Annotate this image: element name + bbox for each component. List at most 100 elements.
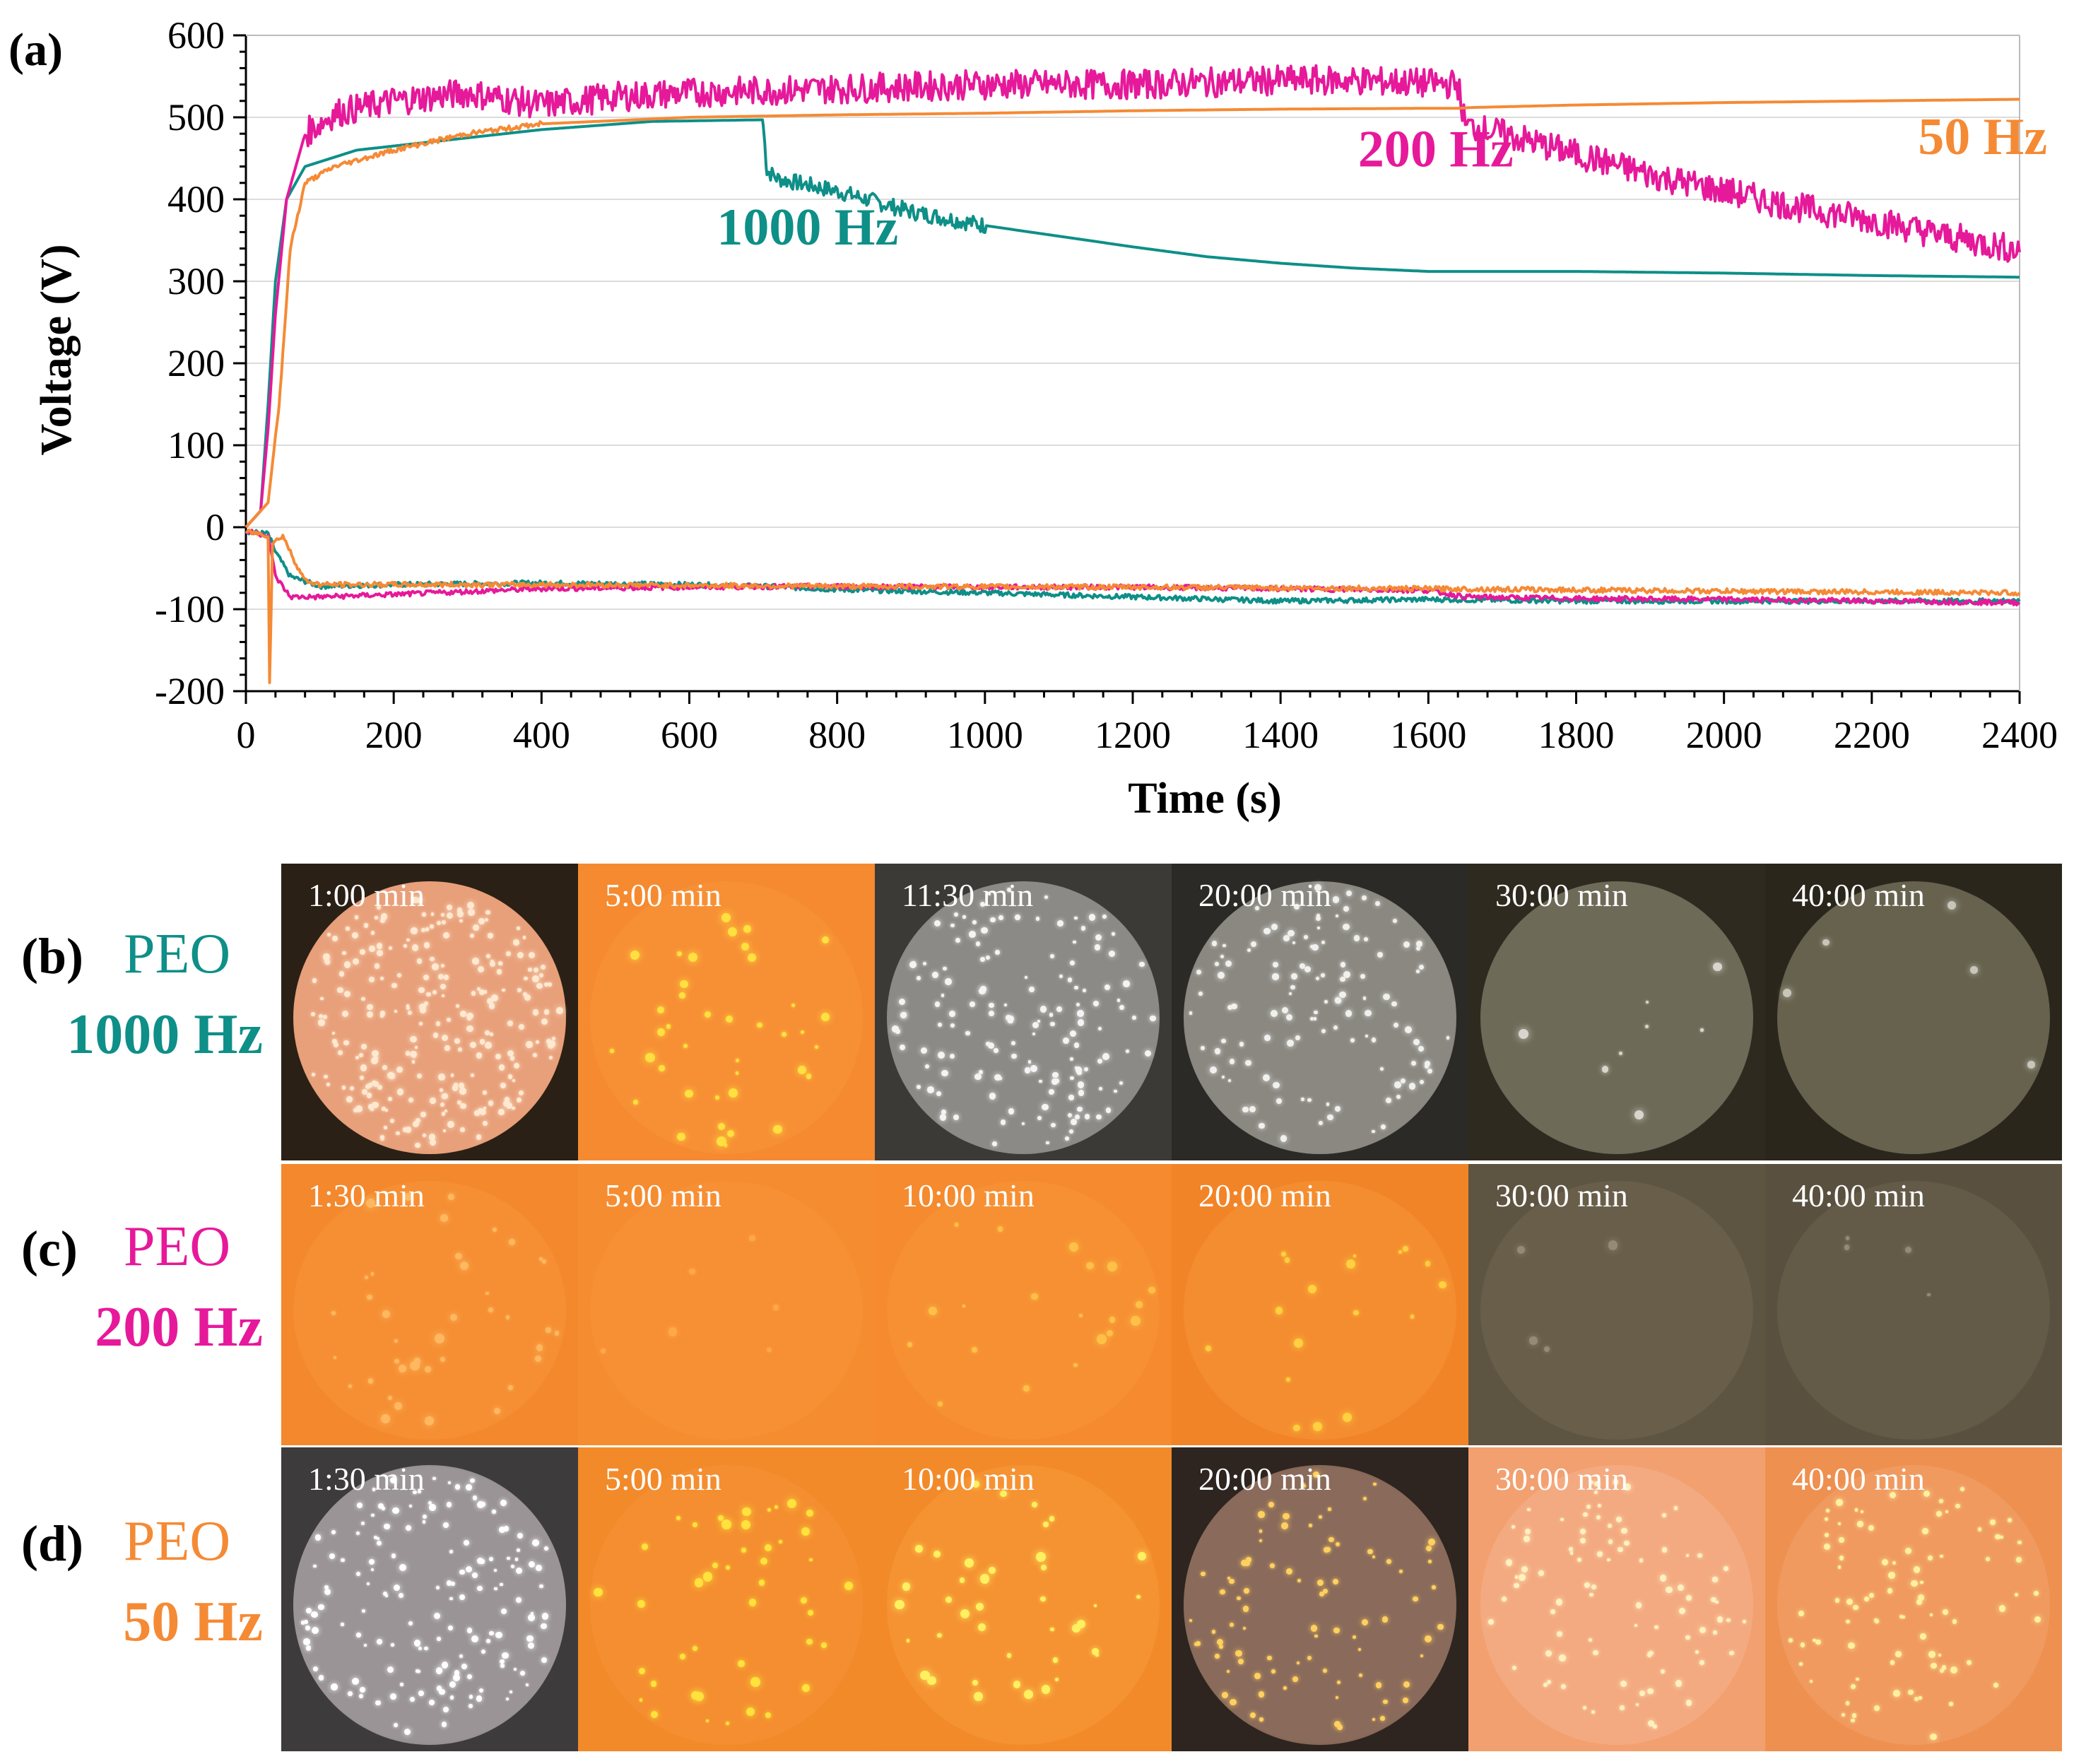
discharge-spark [436, 1686, 442, 1691]
discharge-spark [1353, 1310, 1360, 1316]
discharge-spark [988, 1010, 994, 1016]
discharge-spark [1006, 1653, 1012, 1658]
discharge-spark [469, 1695, 473, 1699]
discharge-spark [410, 1035, 417, 1043]
discharge-spark [377, 1503, 384, 1509]
frame-time-label: 1:30 min [308, 1461, 425, 1497]
discharge-spark [1426, 1545, 1432, 1551]
discharge-spark [403, 1192, 412, 1201]
discharge-spark [1139, 962, 1145, 968]
discharge-spark [395, 1131, 400, 1136]
discharge-spark [311, 1611, 318, 1618]
discharge-spark [1289, 992, 1292, 995]
discharge-spark [479, 989, 485, 995]
discharge-spark [945, 978, 953, 986]
discharge-spark [360, 1076, 365, 1080]
discharge-spark [1424, 1064, 1430, 1069]
discharge-spark [406, 1004, 410, 1008]
discharge-spark [1262, 1074, 1270, 1081]
discharge-spark [512, 1106, 515, 1110]
discharge-spark [2000, 1536, 2003, 1539]
discharge-spark [895, 1599, 905, 1610]
sample-disc [1777, 881, 2051, 1155]
discharge-spark [459, 1594, 465, 1600]
discharge-spark [1560, 1517, 1564, 1522]
discharge-spark [425, 927, 430, 932]
discharge-spark [1383, 993, 1390, 1000]
discharge-spark [1303, 934, 1309, 939]
discharge-spark [1635, 1703, 1639, 1707]
discharge-spark [1075, 1114, 1080, 1119]
x-tick-label: 1600 [1390, 714, 1466, 756]
discharge-spark [489, 1557, 494, 1562]
discharge-spark [1863, 1596, 1869, 1601]
discharge-spark [659, 1065, 666, 1072]
discharge-spark [440, 1102, 445, 1107]
discharge-spark [1042, 1103, 1049, 1111]
discharge-spark [1856, 1677, 1859, 1681]
sample-disc [1183, 1180, 1457, 1440]
discharge-spark [318, 1018, 325, 1026]
micrograph-frame: 11:30 min [875, 864, 1172, 1160]
series-50-hz-negative [244, 528, 2021, 684]
discharge-spark [1136, 1594, 1141, 1599]
discharge-spark [1251, 941, 1257, 948]
discharge-spark [1914, 1697, 1919, 1702]
discharge-spark [449, 1681, 456, 1688]
discharge-spark [1398, 1250, 1402, 1254]
discharge-spark [1555, 1599, 1562, 1606]
discharge-spark [1621, 1527, 1627, 1534]
discharge-spark [1099, 1087, 1103, 1090]
discharge-spark [505, 951, 512, 957]
discharge-spark [1940, 1554, 1943, 1558]
discharge-spark [495, 1631, 502, 1639]
discharge-spark [1437, 1624, 1444, 1630]
discharge-spark [498, 1109, 505, 1115]
discharge-spark [532, 975, 539, 982]
discharge-spark [1064, 1136, 1069, 1141]
discharge-spark [680, 980, 688, 989]
discharge-spark [1109, 1317, 1116, 1323]
discharge-spark [516, 1567, 523, 1574]
discharge-spark [398, 1593, 403, 1599]
discharge-spark [416, 897, 423, 904]
discharge-spark [384, 1126, 387, 1129]
discharge-spark [1217, 971, 1225, 979]
discharge-spark [1813, 1639, 1816, 1642]
discharge-spark [472, 1572, 478, 1579]
discharge-spark [438, 1074, 445, 1081]
discharge-spark [1545, 1650, 1552, 1657]
discharge-spark [411, 943, 419, 951]
discharge-spark [2014, 1593, 2018, 1597]
discharge-spark [1032, 1021, 1039, 1028]
discharge-spark [421, 927, 426, 932]
discharge-spark [1070, 1057, 1073, 1062]
discharge-spark [1333, 896, 1340, 903]
discharge-spark [748, 1599, 757, 1606]
y-tick-label: 400 [167, 178, 225, 220]
discharge-spark [380, 913, 388, 921]
discharge-spark [1613, 1479, 1619, 1485]
discharge-spark [409, 1504, 413, 1508]
discharge-spark [436, 1586, 440, 1590]
discharge-spark [1596, 1551, 1603, 1557]
discharge-spark [470, 1073, 475, 1077]
discharge-spark [459, 1083, 464, 1088]
row-name: PEO [124, 1216, 231, 1278]
discharge-spark [1836, 1499, 1843, 1506]
discharge-spark [988, 1042, 995, 1049]
discharge-spark [1271, 1669, 1275, 1674]
discharge-spark [787, 1498, 797, 1508]
discharge-spark [679, 1654, 685, 1660]
discharge-spark [1293, 903, 1300, 910]
discharge-spark [962, 1305, 965, 1308]
discharge-spark [507, 1556, 511, 1560]
discharge-spark [394, 1401, 403, 1411]
discharge-spark [442, 1112, 446, 1116]
discharge-spark [1148, 1286, 1155, 1294]
discharge-spark [1070, 1030, 1077, 1037]
discharge-spark [360, 1687, 365, 1693]
discharge-spark [517, 951, 524, 959]
discharge-spark [1317, 926, 1321, 929]
discharge-spark [1231, 1003, 1237, 1010]
